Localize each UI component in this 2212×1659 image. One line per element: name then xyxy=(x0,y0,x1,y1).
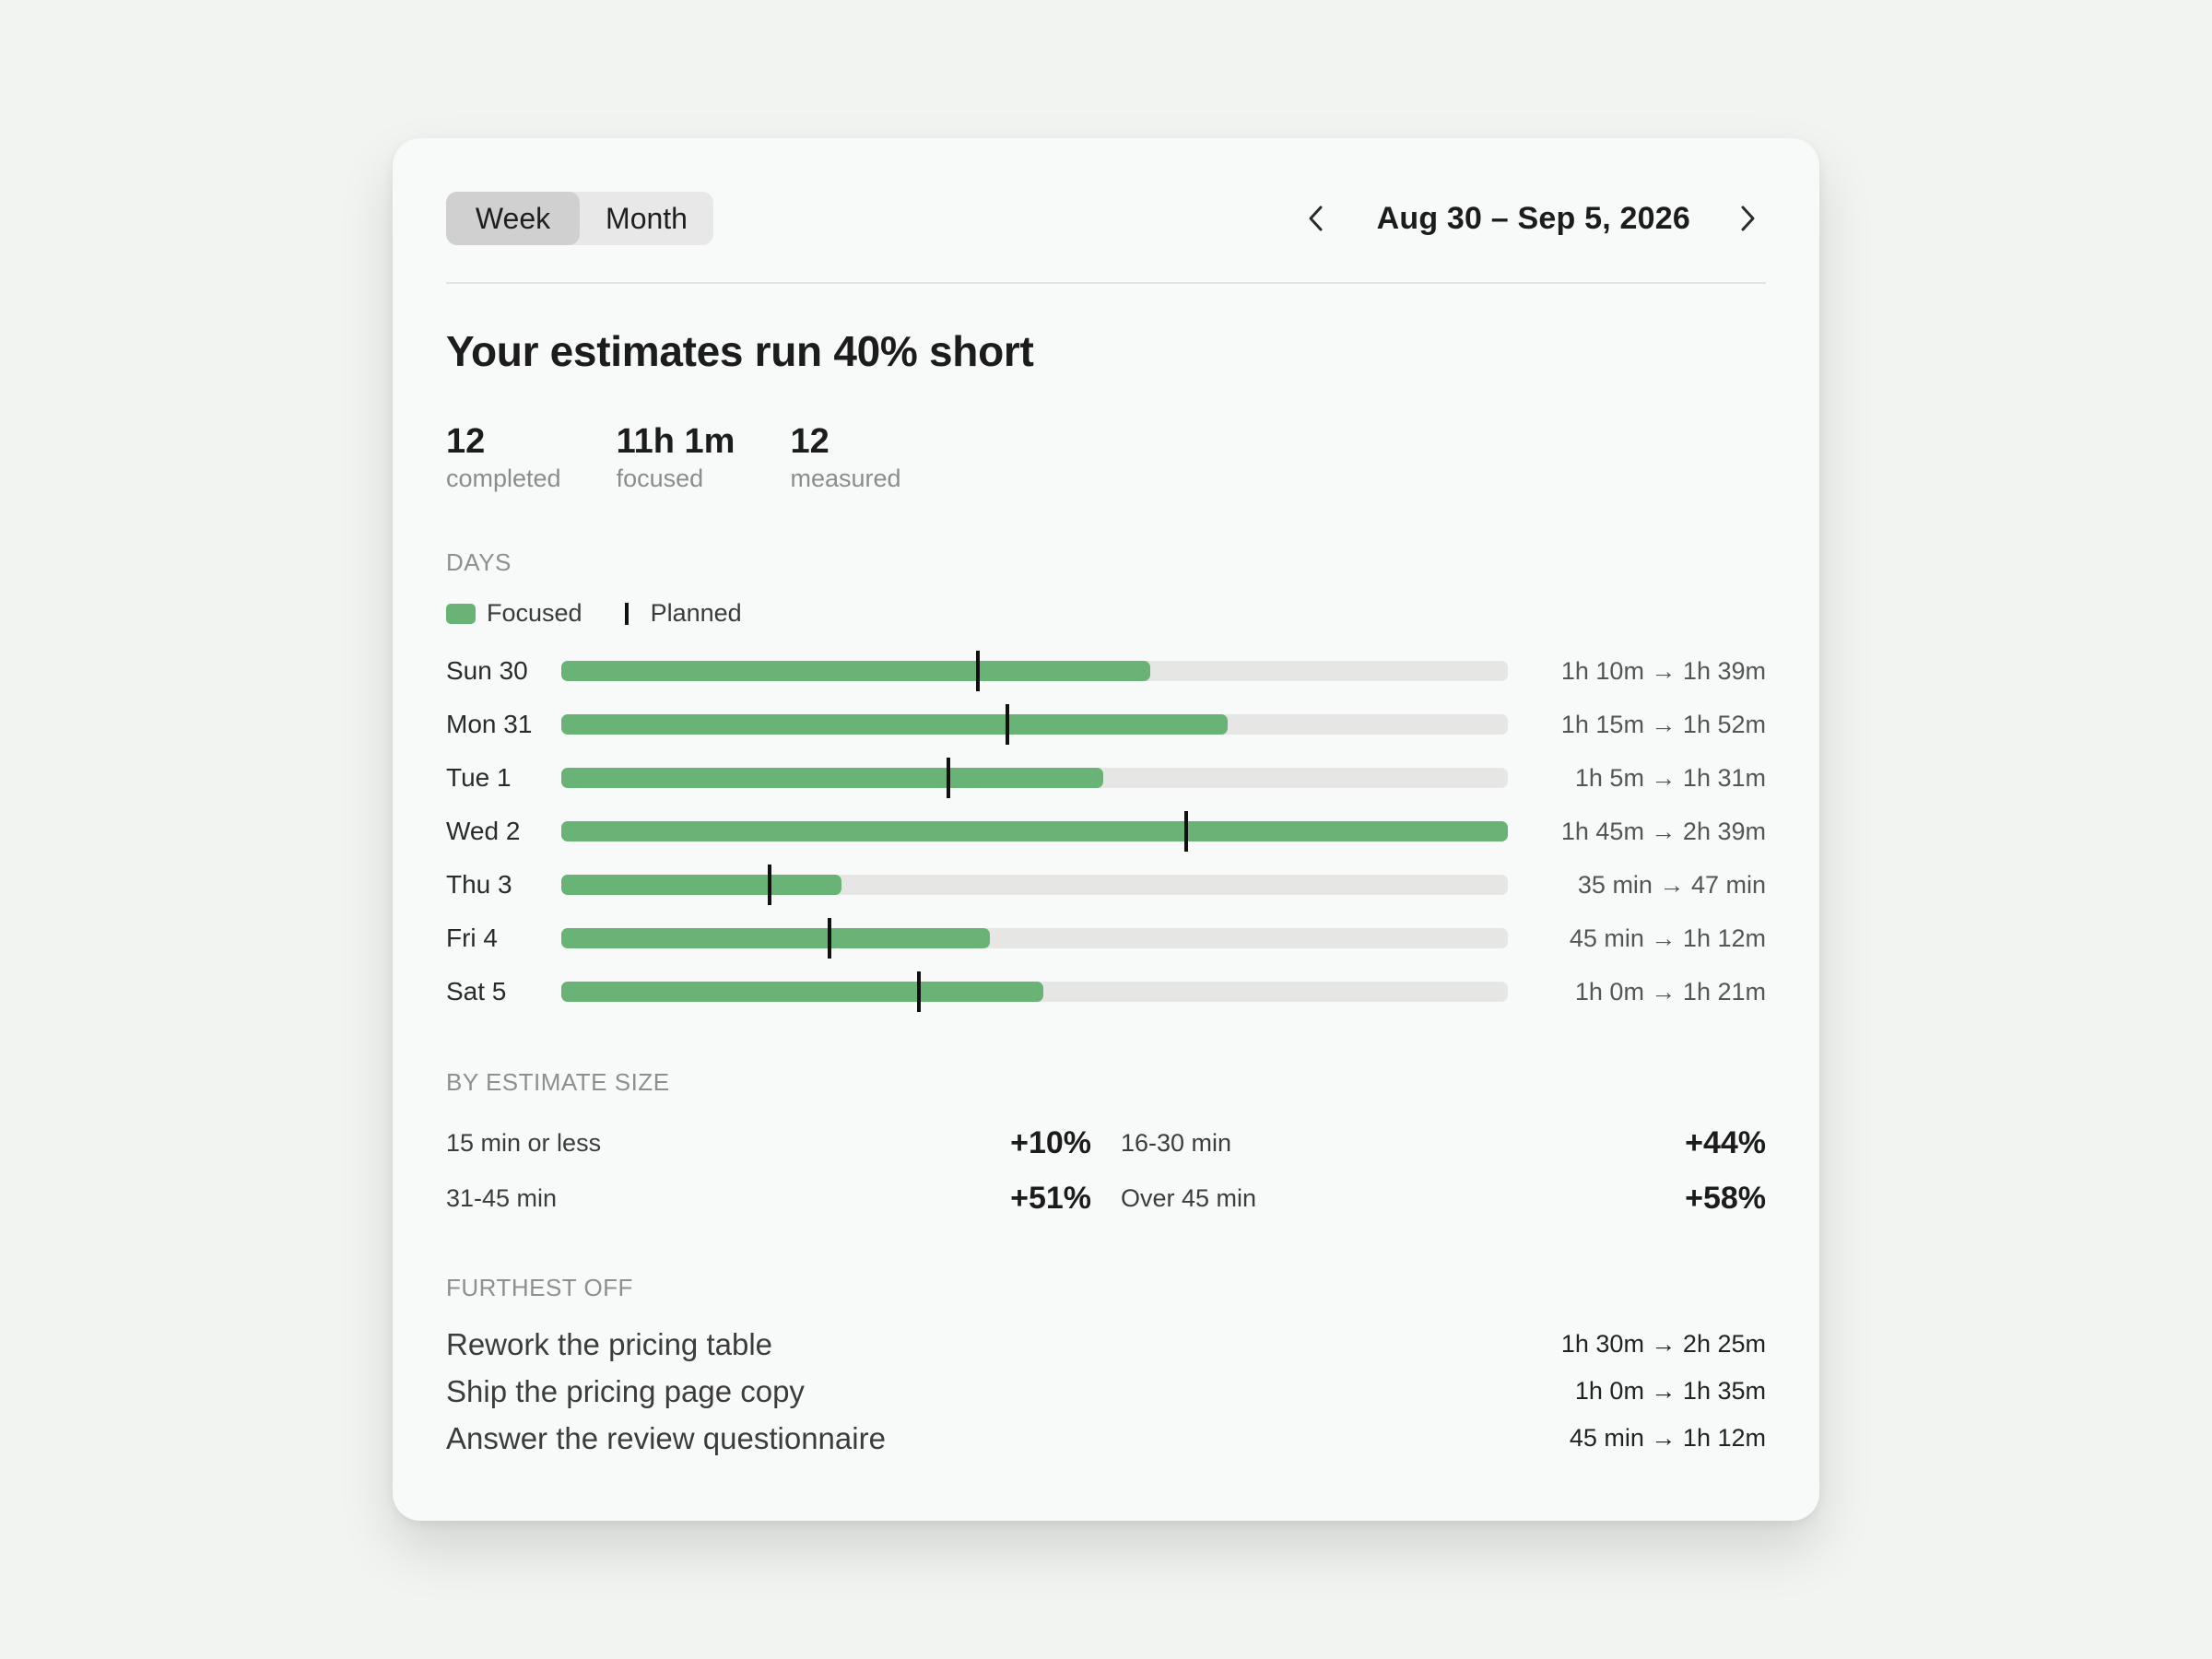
stat-focused: 11h 1m focused xyxy=(617,420,735,493)
day-value: 1h 0m → 1h 21m xyxy=(1574,978,1766,1006)
stat-label: focused xyxy=(616,465,704,492)
day-bar-track xyxy=(561,758,1508,798)
list-item[interactable]: Rework the pricing table 1h 30m → 2h 25m xyxy=(446,1321,1766,1368)
week-tab[interactable]: Week xyxy=(446,192,580,245)
size-item: 15 min or less +10% xyxy=(446,1115,1091,1171)
list-item[interactable]: Answer the review questionnaire 45 min →… xyxy=(446,1415,1766,1462)
task-times: 1h 30m → 2h 25m xyxy=(1560,1330,1766,1358)
summary-stats: 12 completed 11h 1m focused 12 measured xyxy=(446,420,1766,493)
planned-tick xyxy=(624,602,629,625)
size-label: 16-30 min xyxy=(1121,1128,1232,1157)
focused-bar xyxy=(561,661,1151,681)
task-name: Rework the pricing table xyxy=(446,1326,773,1361)
size-value: +10% xyxy=(1010,1124,1091,1160)
task-name: Answer the review questionnaire xyxy=(446,1420,886,1455)
planned-marker xyxy=(976,651,981,691)
planned-marker xyxy=(1184,811,1189,852)
chevron-left-icon[interactable] xyxy=(1298,192,1335,245)
day-bar-track xyxy=(561,704,1508,745)
day-label: Tue 1 xyxy=(446,763,512,792)
size-label: Over 45 min xyxy=(1121,1183,1257,1212)
furthest-off-list: Rework the pricing table 1h 30m → 2h 25m… xyxy=(446,1321,1766,1462)
card-header: Week Month Aug 30 – Sep 5, 2026 xyxy=(446,138,1766,284)
day-label: Fri 4 xyxy=(446,924,498,952)
day-bar-track xyxy=(561,811,1508,852)
stat-label: completed xyxy=(446,465,561,492)
focused-bar xyxy=(561,821,1508,841)
day-row: Tue 1 1h 5m → 1h 31m xyxy=(446,751,1766,805)
estimates-card: Week Month Aug 30 – Sep 5, 2026 Your est… xyxy=(393,138,1819,1521)
days-legend: Focused Planned xyxy=(446,599,1766,628)
focused-bar xyxy=(561,928,991,948)
legend-focused-label: Focused xyxy=(487,599,582,627)
period-toggle: Week Month xyxy=(446,192,713,245)
task-times: 45 min → 1h 12m xyxy=(1569,1424,1766,1452)
month-tab[interactable]: Month xyxy=(606,202,688,235)
page-title: Your estimates run 40% short xyxy=(446,327,1034,375)
day-value: 1h 15m → 1h 52m xyxy=(1560,711,1766,738)
legend-planned-label: Planned xyxy=(650,599,742,627)
focused-bar xyxy=(561,768,1103,788)
chevron-right-icon[interactable] xyxy=(1729,192,1766,245)
size-item: 31-45 min +51% xyxy=(446,1171,1091,1226)
day-value: 1h 45m → 2h 39m xyxy=(1560,818,1766,845)
focused-bar xyxy=(561,714,1229,735)
day-value: 45 min → 1h 12m xyxy=(1569,924,1766,952)
day-label: Mon 31 xyxy=(446,710,533,738)
focused-bar xyxy=(561,875,841,895)
date-navigation: Aug 30 – Sep 5, 2026 xyxy=(1298,192,1766,245)
day-label: Wed 2 xyxy=(446,817,521,845)
planned-marker xyxy=(916,971,921,1012)
stat-value: 12 xyxy=(790,422,830,461)
day-value: 1h 10m → 1h 39m xyxy=(1560,657,1766,685)
day-label: Sun 30 xyxy=(446,656,528,685)
size-label: 31-45 min xyxy=(446,1183,558,1212)
size-label: 15 min or less xyxy=(446,1128,602,1157)
day-value: 1h 5m → 1h 31m xyxy=(1574,764,1766,792)
furthest-off-title: FURTHEST OFF xyxy=(446,1274,633,1301)
focused-bar xyxy=(561,982,1044,1002)
planned-marker xyxy=(827,918,831,959)
day-row: Sat 5 1h 0m → 1h 21m xyxy=(446,965,1766,1018)
task-name: Ship the pricing page copy xyxy=(446,1373,805,1408)
size-item: Over 45 min +58% xyxy=(1121,1171,1766,1226)
stat-label: measured xyxy=(790,465,901,492)
day-bar-track xyxy=(561,971,1508,1012)
size-value: +58% xyxy=(1685,1180,1766,1216)
focused-swatch xyxy=(446,603,476,624)
date-range: Aug 30 – Sep 5, 2026 xyxy=(1376,200,1690,236)
size-item: 16-30 min +44% xyxy=(1121,1115,1766,1171)
day-value: 35 min → 47 min xyxy=(1577,871,1766,899)
planned-marker xyxy=(768,865,772,905)
day-row: Sun 30 1h 10m → 1h 39m xyxy=(446,644,1766,698)
stat-value: 11h 1m xyxy=(616,422,735,461)
planned-marker xyxy=(1006,704,1010,745)
day-label: Thu 3 xyxy=(446,870,512,899)
stat-completed: 12 completed xyxy=(446,420,561,493)
estimate-size-title: BY ESTIMATE SIZE xyxy=(446,1068,670,1096)
day-row: Wed 2 1h 45m → 2h 39m xyxy=(446,805,1766,858)
days-section-title: DAYS xyxy=(446,548,512,576)
day-row: Fri 4 45 min → 1h 12m xyxy=(446,912,1766,965)
day-label: Sat 5 xyxy=(446,977,507,1006)
day-bar-track xyxy=(561,918,1508,959)
day-bar-track xyxy=(561,651,1508,691)
planned-marker xyxy=(946,758,950,798)
day-bar-track xyxy=(561,865,1508,905)
task-times: 1h 0m → 1h 35m xyxy=(1574,1377,1766,1405)
day-row: Mon 31 1h 15m → 1h 52m xyxy=(446,698,1766,751)
estimate-size-grid: 15 min or less +10% 16-30 min +44% 31-45… xyxy=(446,1115,1766,1226)
stat-measured: 12 measured xyxy=(790,420,900,493)
day-row: Thu 3 35 min → 47 min xyxy=(446,858,1766,912)
stat-value: 12 xyxy=(446,422,486,461)
list-item[interactable]: Ship the pricing page copy 1h 0m → 1h 35… xyxy=(446,1368,1766,1415)
size-value: +44% xyxy=(1685,1124,1766,1160)
days-chart: Sun 30 1h 10m → 1h 39m Mon 31 1h 15m → 1h 5… xyxy=(446,644,1766,1018)
size-value: +51% xyxy=(1010,1180,1091,1216)
